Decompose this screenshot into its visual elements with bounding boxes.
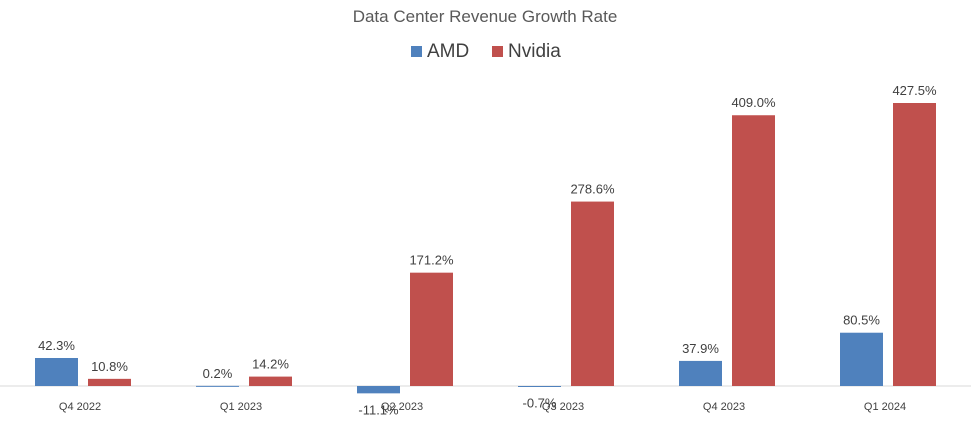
data-label-amd-q2-2023: -11.1% [358, 402, 399, 417]
data-label-amd-q4-2023: 37.9% [682, 341, 719, 356]
data-label-amd-q1-2023: 0.2% [203, 366, 233, 381]
x-tick-label: Q4 2023 [703, 401, 745, 413]
chart-title: Data Center Revenue Growth Rate [353, 7, 618, 26]
bar-nvidia-q4-2022 [88, 378, 131, 386]
bars-group [35, 103, 936, 394]
data-label-nvidia-q1-2024: 427.5% [892, 83, 937, 98]
x-tick-label: Q1 2024 [864, 401, 906, 413]
x-tick-label: Q1 2023 [220, 401, 262, 413]
data-label-amd-q4-2022: 42.3% [38, 338, 75, 353]
data-label-nvidia-q4-2023: 409.0% [731, 95, 776, 110]
bar-amd-q1-2024 [840, 332, 883, 386]
x-tick-label: Q2 2023 [381, 401, 423, 413]
bar-nvidia-q1-2023 [249, 376, 292, 386]
bar-nvidia-q2-2023 [410, 272, 453, 386]
data-label-amd-q1-2024: 80.5% [843, 313, 880, 328]
data-label-nvidia-q1-2023: 14.2% [252, 357, 289, 372]
bar-amd-q4-2023 [679, 360, 722, 386]
data-label-amd-q3-2023: -0.7% [523, 395, 557, 410]
bar-amd-q2-2023 [357, 386, 400, 394]
bar-nvidia-q3-2023 [571, 201, 614, 386]
bar-nvidia-q4-2023 [732, 115, 775, 387]
legend-swatch-nvidia [492, 46, 503, 57]
bar-nvidia-q1-2024 [893, 103, 936, 386]
legend-label-amd: AMD [427, 41, 469, 62]
bar-amd-q3-2023 [518, 386, 561, 387]
bar-amd-q1-2023 [196, 385, 239, 387]
data-labels: 42.3% 10.8% 0.2% 14.2% -11.1% 171.2% -0.7% 278.… [38, 83, 937, 417]
x-axis-ticks: Q4 2022 Q1 2023 Q2 2023 Q3 2023 Q4 2023 Q1 20… [59, 401, 906, 413]
data-label-nvidia-q2-2023: 171.2% [409, 253, 454, 268]
bar-amd-q4-2022 [35, 357, 78, 386]
x-tick-label: Q3 2023 [542, 401, 584, 413]
data-label-nvidia-q4-2022: 10.8% [91, 359, 128, 374]
legend-swatch-amd [411, 46, 422, 57]
data-label-nvidia-q3-2023: 278.6% [570, 182, 615, 197]
legend-label-nvidia: Nvidia [508, 41, 561, 62]
legend: AMD Nvidia [411, 41, 561, 62]
x-tick-label: Q4 2022 [59, 401, 101, 413]
